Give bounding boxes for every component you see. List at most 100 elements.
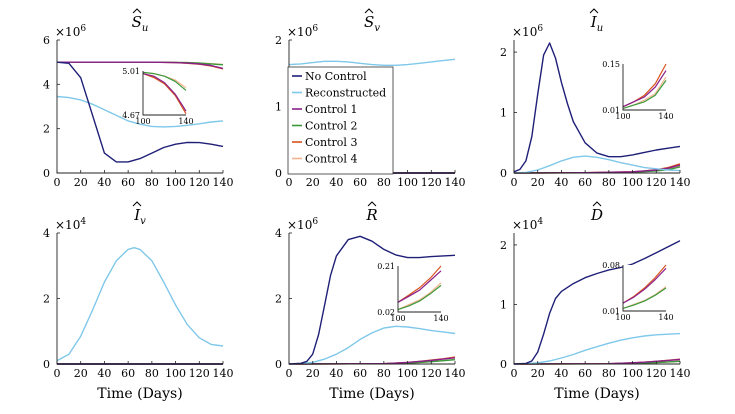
inset: 100 140 0.01 0.15 <box>602 60 673 121</box>
inset-y-tick-label: 0.21 <box>377 262 395 271</box>
x-tick-label: 40 <box>329 176 343 189</box>
inset-y-tick-label: 0.02 <box>377 308 395 317</box>
y-tick-label: 2 <box>500 239 507 252</box>
x-tick-label: 100 <box>165 176 186 189</box>
inset-series-control-2 <box>622 80 667 109</box>
inset: 100 140 4.67 5.01 <box>122 67 193 126</box>
series-no-control <box>513 240 681 365</box>
inset-series-control-3 <box>397 265 442 303</box>
series-reconstructed <box>513 155 681 174</box>
panel-title: Sv <box>364 13 380 34</box>
inset-x-tick-label: 100 <box>615 313 630 322</box>
x-tick-label: 20 <box>74 367 88 380</box>
x-tick-label: 120 <box>421 367 442 380</box>
inset-y-tick-label: 4.67 <box>122 111 140 120</box>
inset-axis <box>622 265 666 312</box>
legend-label: Control 3 <box>305 136 357 149</box>
y-tick-label: 4 <box>275 227 282 240</box>
title-hat <box>132 201 142 207</box>
inset-background <box>143 71 186 115</box>
panel-title: Iv <box>133 206 146 227</box>
inset-y-tick-label: 0.01 <box>602 307 620 316</box>
y-tick-label: 1 <box>500 107 507 120</box>
inset-x-tick-label: 100 <box>135 117 150 126</box>
inset-series-control-1 <box>622 267 667 304</box>
inset-x-tick-label: 100 <box>615 112 630 121</box>
y-tick-label: 0 <box>275 358 282 371</box>
panel-title: Iu <box>590 13 603 34</box>
inset-x-tick-label: 140 <box>658 313 673 322</box>
x-tick-label: 120 <box>646 367 667 380</box>
y-tick-label: 2 <box>275 34 282 47</box>
x-tick-label: 20 <box>531 176 545 189</box>
x-tick-label: 60 <box>121 176 135 189</box>
title-hat <box>364 8 374 14</box>
inset-series-control-2 <box>622 287 667 309</box>
inset-x-tick-label: 140 <box>433 314 448 323</box>
panel-axis <box>56 40 223 174</box>
x-tick-label: 80 <box>145 367 159 380</box>
y-tick-label: 2 <box>275 293 282 306</box>
x-tick-label: 20 <box>306 176 320 189</box>
panel-axis <box>56 233 223 365</box>
inset-series-control-1 <box>397 270 442 303</box>
x-tick-label: 140 <box>445 176 466 189</box>
y-tick-label: 0 <box>275 167 282 180</box>
series-no-control <box>288 235 456 365</box>
panel-title: D <box>590 206 603 224</box>
x-tick-label: 60 <box>121 367 135 380</box>
x-tick-label: 0 <box>286 176 293 189</box>
series-control-1 <box>57 61 224 70</box>
exponent-label: ×106 <box>287 217 318 232</box>
x-tick-label: 40 <box>329 367 343 380</box>
y-tick-label: 2 <box>43 293 50 306</box>
inset-series-control-3 <box>142 73 187 115</box>
inset-series-control-4 <box>397 282 442 311</box>
x-axis-label: Time (Days) <box>329 386 414 402</box>
exponent-label: ×106 <box>287 24 318 39</box>
x-tick-label: 120 <box>189 367 210 380</box>
x-axis-label: Time (Days) <box>97 386 182 402</box>
x-tick-label: 100 <box>397 367 418 380</box>
x-tick-label: 100 <box>397 176 418 189</box>
x-axis-label: Time (Days) <box>554 386 639 402</box>
x-tick-label: 120 <box>421 176 442 189</box>
x-tick-label: 80 <box>602 176 616 189</box>
inset-series-control-2 <box>397 284 442 311</box>
inset-x-tick-label: 140 <box>178 117 193 126</box>
x-tick-label: 100 <box>165 367 186 380</box>
y-tick-label: 0 <box>43 358 50 371</box>
y-tick-label: 2 <box>43 123 50 136</box>
panel-title: Su <box>132 13 149 34</box>
x-tick-label: 120 <box>646 176 667 189</box>
x-tick-label: 60 <box>353 176 367 189</box>
panel-4: 0 20 40 60 80 100 120 140 0 2 4 ×104 Iv Time (Days) <box>43 201 234 402</box>
inset-y-tick-label: 0.01 <box>602 106 620 115</box>
inset-x-tick-label: 100 <box>390 314 405 323</box>
x-tick-label: 80 <box>377 367 391 380</box>
inset-axis <box>142 71 186 116</box>
title-hat <box>367 201 377 207</box>
inset-axis <box>622 64 666 111</box>
x-tick-label: 0 <box>511 367 518 380</box>
x-tick-label: 100 <box>622 176 643 189</box>
y-tick-label: 0 <box>43 167 50 180</box>
title-hat <box>589 8 599 14</box>
inset-series-control-1 <box>622 70 667 108</box>
inset-x-tick-label: 140 <box>658 112 673 121</box>
legend-label: No Control <box>305 70 367 83</box>
y-tick-label: 2 <box>500 46 507 59</box>
x-tick-label: 20 <box>74 176 88 189</box>
exponent-label: ×106 <box>512 24 543 39</box>
x-tick-label: 120 <box>189 176 210 189</box>
x-tick-label: 140 <box>213 367 234 380</box>
legend-label: Control 2 <box>305 120 357 133</box>
x-tick-label: 0 <box>54 176 61 189</box>
exponent-label: ×104 <box>55 217 86 232</box>
series-no-control <box>513 42 681 173</box>
inset-y-tick-label: 0.08 <box>602 261 620 270</box>
